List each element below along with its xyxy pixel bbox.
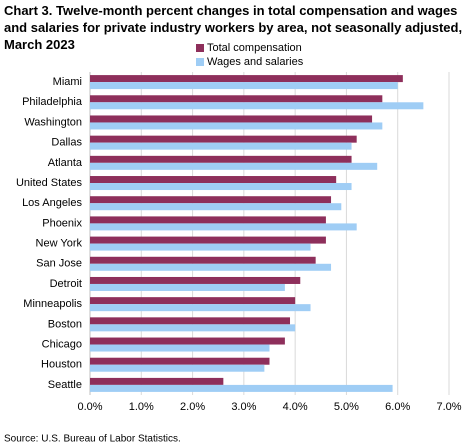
bar: [90, 142, 352, 150]
bar: [90, 304, 311, 312]
chart-title: Chart 3. Twelve-month percent changes in…: [4, 3, 463, 52]
bar: [90, 75, 403, 83]
x-tick-label: 6.0%: [385, 401, 410, 413]
bar: [90, 183, 352, 191]
bar: [90, 357, 270, 365]
x-tick-label: 7.0%: [436, 401, 461, 413]
y-tick-label: Philadelphia: [22, 96, 83, 108]
bar: [90, 95, 383, 103]
x-tick-label: 5.0%: [334, 401, 359, 413]
bar: [90, 122, 383, 130]
bar: [90, 223, 357, 231]
bar: [90, 283, 285, 291]
bar: [90, 384, 393, 392]
bar: [90, 344, 270, 352]
y-tick-label: Los Angeles: [22, 197, 82, 209]
bar: [90, 324, 296, 332]
y-tick-label: United States: [16, 177, 83, 189]
bar: [90, 256, 316, 264]
x-tick-label: 1.0%: [129, 401, 154, 413]
y-tick-label: Boston: [48, 318, 82, 330]
bar: [90, 135, 357, 143]
legend-label: Total compensation: [207, 42, 302, 54]
bar: [90, 236, 326, 244]
legend-swatch: [196, 58, 204, 66]
y-tick-label: Seattle: [48, 379, 82, 391]
bar: [90, 317, 291, 325]
bar: [90, 337, 285, 345]
bar: [90, 176, 337, 184]
source-note: Source: U.S. Bureau of Labor Statistics.: [4, 434, 181, 445]
x-tick-label: 3.0%: [231, 401, 256, 413]
legend-label: Wages and salaries: [207, 56, 304, 68]
y-tick-label: Minneapolis: [23, 298, 82, 310]
bar: [90, 162, 378, 170]
x-tick-label: 0.0%: [77, 401, 102, 413]
bar: [90, 115, 373, 123]
bar: [90, 155, 352, 163]
bar: [90, 102, 424, 110]
bar: [90, 377, 224, 385]
bar: [90, 82, 398, 90]
y-tick-label: Washington: [24, 116, 82, 128]
x-tick-label: 2.0%: [180, 401, 205, 413]
bar: [90, 263, 332, 271]
y-tick-label: San Jose: [36, 258, 82, 270]
y-tick-label: Miami: [53, 76, 82, 88]
bar: [90, 297, 296, 305]
y-tick-label: Detroit: [50, 278, 82, 290]
y-tick-label: Dallas: [51, 137, 82, 149]
y-tick-label: Houston: [41, 359, 82, 371]
y-tick-label: Phoenix: [42, 217, 82, 229]
bar: [90, 203, 342, 211]
bar: [90, 243, 311, 251]
y-tick-label: Chicago: [42, 338, 82, 350]
legend-swatch: [196, 44, 204, 52]
bar: [90, 216, 326, 224]
bar: [90, 276, 301, 284]
y-tick-label: Atlanta: [48, 157, 83, 169]
bar: [90, 364, 265, 372]
y-tick-label: New York: [36, 238, 83, 250]
bar: [90, 196, 332, 204]
x-tick-label: 4.0%: [283, 401, 308, 413]
